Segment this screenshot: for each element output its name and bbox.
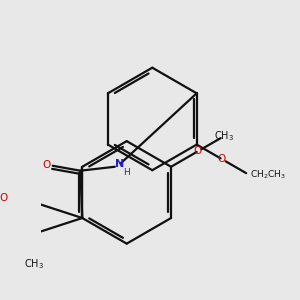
- Text: N: N: [115, 159, 124, 169]
- Text: H: H: [123, 168, 130, 177]
- Text: CH$_3$: CH$_3$: [214, 129, 234, 143]
- Text: O: O: [0, 194, 8, 203]
- Text: CH$_2$CH$_3$: CH$_2$CH$_3$: [250, 169, 286, 182]
- Text: CH$_3$: CH$_3$: [24, 257, 44, 271]
- Text: O: O: [43, 160, 51, 170]
- Text: O: O: [194, 146, 202, 156]
- Text: O: O: [218, 154, 226, 164]
